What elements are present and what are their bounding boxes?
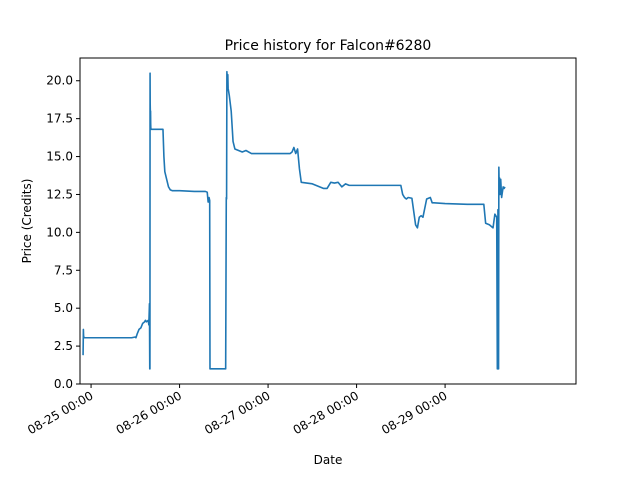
y-axis-label: Price (Credits): [20, 179, 34, 264]
axes-spines: [79, 57, 577, 385]
y-tick-label: 7.5: [54, 263, 73, 277]
y-tick-label: 20.0: [46, 74, 73, 88]
y-tick-label: 2.5: [54, 339, 73, 353]
axes-frame: [79, 57, 577, 385]
y-tick-label: 12.5: [46, 187, 73, 201]
series-line-0: [82, 70, 506, 370]
y-tick-label: 15.0: [46, 150, 73, 164]
series-layer: [82, 70, 506, 370]
chart-title: Price history for Falcon#6280: [225, 38, 432, 54]
plot-area: [80, 58, 576, 384]
y-tick-label: 17.5: [46, 112, 73, 126]
y-tick-label: 0.0: [54, 377, 73, 391]
y-tick-label: 5.0: [54, 301, 73, 315]
y-axis-ticks: 0.0 2.5 5.0 7.5 10.0 12.5 15.0 17.5 20.0: [46, 74, 80, 391]
x-axis-label: Date: [314, 453, 343, 467]
y-tick-label: 10.0: [46, 225, 73, 239]
